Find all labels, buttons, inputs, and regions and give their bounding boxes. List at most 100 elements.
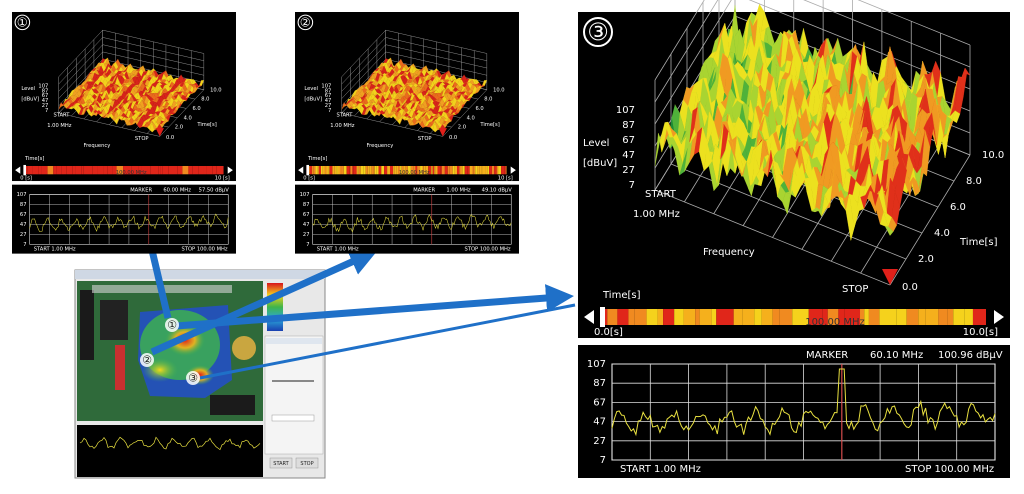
timebar-stripe: [312, 166, 313, 174]
timebar-stripe: [734, 309, 743, 325]
timebar-stripe: [463, 166, 465, 174]
timebar-stripe: [445, 166, 448, 174]
pcb-battery: [232, 336, 256, 360]
timebar-stripe: [377, 166, 379, 174]
spectrum-start: START 1.00 MHz: [34, 246, 76, 252]
spectrum-stop: STOP 100.00 MHz: [905, 464, 994, 475]
timebar-stripe: [62, 166, 67, 174]
timebar-stripe: [450, 166, 453, 174]
pcb-chip: [210, 395, 255, 415]
timebar-stripe: [487, 166, 489, 174]
spectrum-tick-label: 67: [20, 212, 27, 218]
level-unit: [dBuV]: [21, 97, 39, 103]
timebar-stripe: [338, 166, 340, 174]
timebar-stripe: [472, 166, 473, 174]
title-bar: [75, 270, 325, 279]
timebar-stripe: [340, 166, 341, 174]
start-button-label[interactable]: START: [273, 461, 289, 467]
timebar-stripe: [207, 166, 213, 174]
timebar-stripe: [492, 166, 494, 174]
spectrum-tick-label: 7: [23, 242, 26, 248]
timebar-stripe: [334, 166, 336, 174]
slider: [272, 380, 314, 382]
timebar-stripe: [323, 166, 325, 174]
timebar-stripe: [158, 166, 160, 174]
timebar-stripe: [674, 309, 683, 325]
stop-button-label[interactable]: STOP: [300, 461, 313, 467]
level-tick-label: 7: [629, 180, 635, 191]
timebar-stripe: [316, 166, 318, 174]
timebar-stripe: [381, 166, 384, 174]
timebar-stripe: [75, 166, 81, 174]
timebar-stripe: [455, 166, 457, 174]
timebar-stripe: [497, 166, 498, 174]
time-tick-label: 10.0: [493, 87, 505, 93]
timebar-stripe: [700, 309, 712, 325]
timebar-stripe: [457, 166, 459, 174]
timebar-stripe: [336, 166, 338, 174]
time-tick-label: 0.0: [449, 135, 457, 141]
start-freq: 1.00 MHz: [47, 123, 72, 129]
timebar-stripe: [168, 166, 177, 174]
timebar-stripe: [328, 166, 329, 174]
level-label: Level: [21, 86, 35, 92]
spectrum-tick-label: 27: [593, 436, 606, 447]
marker-level: 57.50 dBμV: [199, 187, 230, 193]
timebar-stripe: [879, 309, 896, 325]
timebar-stripe: [350, 166, 352, 174]
level-tick-label: 7: [45, 108, 48, 114]
timebar-stripe: [384, 166, 387, 174]
timebar-stripe: [329, 166, 332, 174]
timebar-stripe: [486, 166, 487, 174]
start-label: START: [645, 189, 677, 200]
timebar-stripe: [712, 309, 717, 325]
spectrum-tick-label: 47: [20, 222, 27, 228]
time-tick-label: 0.0: [166, 135, 174, 141]
timebar-end: 10 [s]: [498, 175, 513, 181]
level-tick-label: 7: [328, 108, 331, 114]
spectrum-tick-label: 87: [593, 378, 606, 389]
stop-label: STOP: [418, 136, 432, 142]
time-tick-label: 4.0: [467, 115, 475, 121]
timebar-stripe: [318, 166, 319, 174]
timebar-stripe: [182, 166, 188, 174]
timebar-stripe: [341, 166, 343, 174]
timebar-stripe: [366, 166, 368, 174]
timebar-stripe: [53, 166, 56, 174]
timebar-stripe: [663, 309, 674, 325]
time-tick-label: 8.0: [201, 97, 209, 103]
spectrum-tick-label: 87: [20, 202, 27, 208]
timebar-stripe: [468, 166, 470, 174]
time-tick-label: 4.0: [934, 228, 950, 239]
timebar-stripe: [475, 166, 477, 174]
time-tick-label: 0.0: [902, 282, 918, 293]
timebar-stripe: [32, 166, 38, 174]
timebar-stripe: [368, 166, 370, 174]
time-tick-label: 2.0: [175, 125, 183, 131]
level-tick-label: 67: [622, 135, 635, 146]
marker-label: MARKER: [130, 187, 152, 193]
start-freq: 1.00 MHz: [330, 123, 355, 129]
spectrum-tick-label: 47: [593, 417, 606, 428]
timebar-stripe: [325, 166, 326, 174]
timebar-stripe: [907, 309, 919, 325]
timebar-center: 100.00 MHz: [805, 317, 865, 328]
timebar-stripe: [364, 166, 366, 174]
timebar-stripe: [192, 166, 199, 174]
timebar-cursor: [600, 307, 605, 327]
timebar-stripe: [188, 166, 192, 174]
marker-label: ③: [188, 372, 198, 385]
timebar-stripe: [352, 166, 353, 174]
level-tick-label: 107: [616, 105, 635, 116]
level-tick-label: 47: [622, 150, 635, 161]
timebar-stripe: [38, 166, 41, 174]
time-tick-label: 4.0: [184, 115, 192, 121]
timebar-stripe: [448, 166, 450, 174]
timebar-stripe: [494, 166, 496, 174]
marker-label: ①: [167, 319, 177, 332]
timebar-stripe: [319, 166, 321, 174]
